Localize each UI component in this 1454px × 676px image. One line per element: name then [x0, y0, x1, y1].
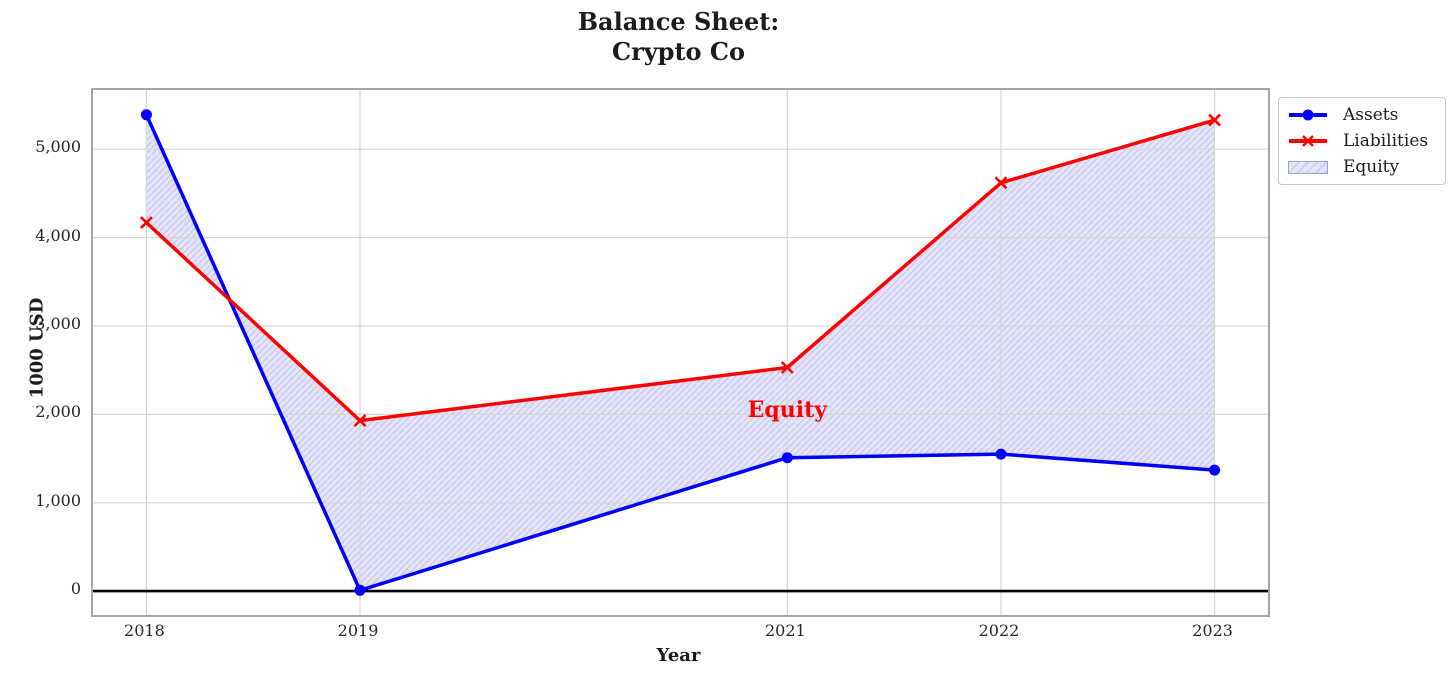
legend-label-equity: Equity [1343, 157, 1400, 177]
liabilities-line-sample-icon [1289, 135, 1327, 147]
equity-fill [146, 114, 1215, 591]
equity-annotation: Equity [748, 397, 829, 423]
y-axis-label: 1000 USD [26, 297, 48, 399]
y-tick-label: 2,000 [35, 402, 81, 422]
chart-canvas: Equity [93, 90, 1268, 615]
series-assets [140, 109, 1221, 596]
y-tick-label: 0 [70, 579, 81, 599]
assets-line-sample-icon [1289, 109, 1327, 121]
legend-label-liabilities: Liabilities [1343, 131, 1429, 151]
chart-title: Balance Sheet: Crypto Co [91, 7, 1266, 67]
legend-item-equity: Equity [1287, 154, 1437, 180]
y-tick-label: 5,000 [35, 137, 81, 157]
x-tick-label: 2022 [978, 621, 1020, 640]
legend-item-liabilities: Liabilities [1287, 128, 1437, 154]
x-tick-label: 2018 [124, 621, 165, 640]
y-tick-label: 1,000 [35, 490, 81, 510]
x-tick-label: 2019 [337, 621, 379, 640]
chart-title-line1: Balance Sheet: [577, 7, 780, 36]
x-tick-label: 2021 [764, 621, 806, 640]
y-tick-label: 4,000 [35, 225, 81, 245]
plot-area: Equity [91, 88, 1270, 617]
legend-label-assets: Assets [1343, 105, 1399, 125]
equity-hatch-swatch-icon [1288, 160, 1328, 174]
series-liabilities [139, 113, 1222, 428]
y-tick-label: 3,000 [35, 313, 81, 333]
x-axis-label: Year [656, 645, 701, 666]
x-tick-label: 2023 [1192, 621, 1233, 640]
legend: Assets Liabilities Equity [1278, 97, 1446, 185]
chart-title-line2: Crypto Co [611, 37, 746, 66]
legend-item-assets: Assets [1287, 102, 1437, 128]
